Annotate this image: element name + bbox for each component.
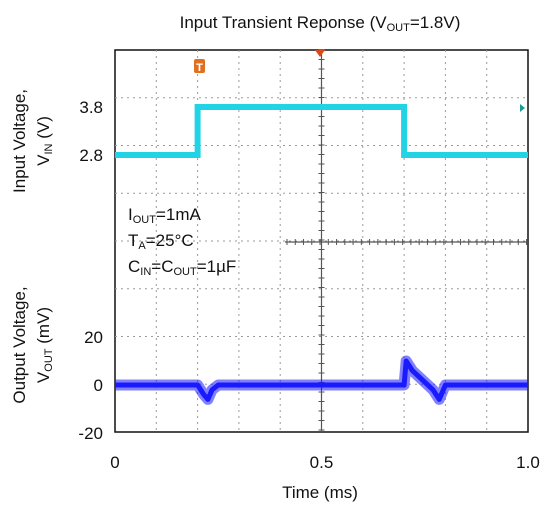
- annotation-iout: IOUT=1mA: [128, 205, 202, 226]
- annotation-ta: TA=25°C: [128, 231, 194, 252]
- top-ylabel: Input Voltage,: [10, 89, 29, 193]
- title-sub: OUT: [387, 22, 411, 34]
- top-ylabel-suffix: (V): [34, 116, 53, 143]
- top-ylabel-prefix: V: [34, 154, 53, 166]
- annotation-cap-sub2: OUT: [174, 266, 198, 278]
- annotation-ta-suffix: =25°C: [146, 231, 194, 250]
- annotation-iout-suffix: =1mA: [156, 205, 202, 224]
- series-vin-line: [115, 104, 528, 158]
- bottom-ylabel-prefix: V: [34, 371, 53, 383]
- top-y-tick-label: 3.8: [79, 98, 103, 117]
- bottom-ylabel-suffix: (mV): [34, 307, 53, 349]
- trigger-position-marker: [315, 50, 325, 57]
- bottom-y-tick-label: -20: [78, 424, 103, 443]
- bottom-ylabel: Output Voltage,: [10, 286, 29, 403]
- bottom-y-tick-label: 0: [94, 376, 103, 395]
- trigger-marker-box: [194, 59, 205, 73]
- annotation-ta-prefix: T: [128, 231, 138, 250]
- top-ylabel-line1: Input Voltage,: [10, 89, 29, 193]
- trigger-marker-label: T: [196, 62, 203, 74]
- title-prefix: Input Transient Reponse (V: [180, 13, 388, 32]
- annotation-ta-sub: A: [138, 240, 146, 252]
- annotation-iout-prefix: I: [128, 205, 133, 224]
- scope-markers: T: [194, 50, 525, 112]
- tick-labels: 0 0.5 1.0 3.8 2.8 20 0 -20: [78, 98, 539, 472]
- bottom-y-tick-label: 20: [84, 328, 103, 347]
- bottom-ylabel-sub: OUT: [43, 348, 55, 372]
- bottom-ylabel-line1: Output Voltage,: [10, 286, 29, 403]
- series-vout-line: [115, 358, 528, 402]
- x-tick-label: 0.5: [310, 453, 334, 472]
- channel-level-marker: [520, 104, 525, 112]
- grid: [115, 49, 528, 432]
- bottom-ylabel-2: VOUT (mV): [34, 307, 55, 383]
- annotation-cap-prefix: C: [128, 257, 140, 276]
- x-tick-label: 1.0: [516, 453, 540, 472]
- chart-title: Input Transient Reponse (VOUT=1.8V): [180, 13, 461, 34]
- top-ylabel-2: VIN (V): [34, 116, 55, 166]
- annotation-cap-sub: IN: [140, 266, 151, 278]
- annotation-cap-suffix: =C: [151, 257, 173, 276]
- x-tick-label: 0: [110, 453, 119, 472]
- plot-area: [114, 49, 529, 433]
- annotation-cap: CIN=COUT=1µF: [128, 257, 236, 278]
- series-layer: [114, 104, 529, 405]
- top-y-tick-label: 2.8: [79, 146, 103, 165]
- annotation-iout-sub: OUT: [133, 214, 157, 226]
- x-axis-label: Time (ms): [282, 483, 358, 502]
- top-ylabel-sub: IN: [43, 143, 55, 154]
- annotations: IOUT=1mA TA=25°C CIN=COUT=1µF: [128, 205, 236, 278]
- title-suffix: =1.8V): [410, 13, 461, 32]
- annotation-cap-suffix2: =1µF: [197, 257, 237, 276]
